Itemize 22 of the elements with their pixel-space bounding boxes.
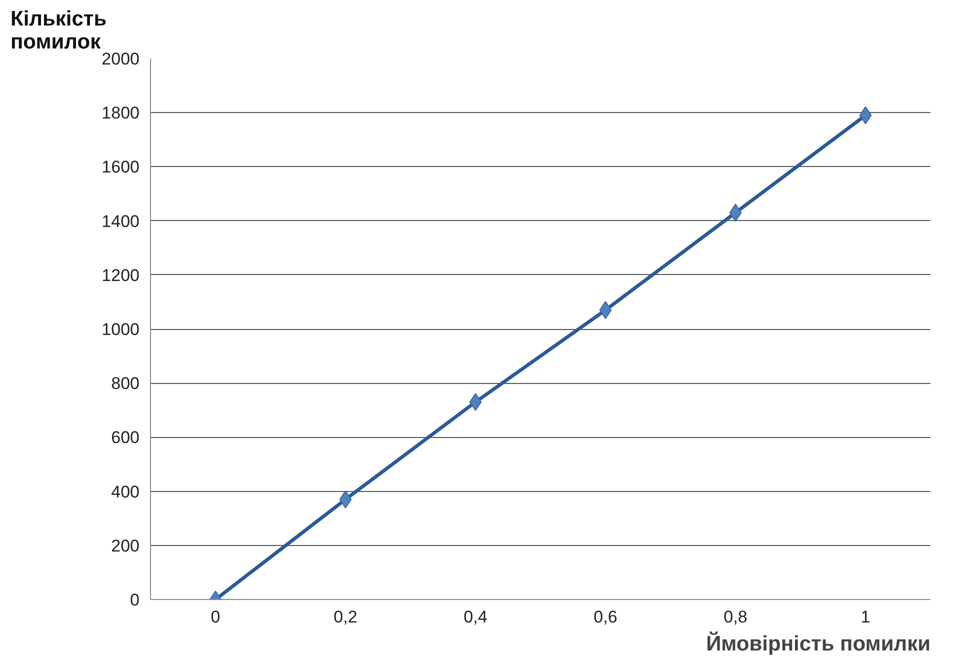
y-tick-label: 1200 xyxy=(102,266,140,285)
x-tick-label: 1 xyxy=(860,608,870,626)
point xyxy=(599,301,612,320)
x-tick-label: 0,8 xyxy=(724,608,748,626)
x-axis-title: Ймовірність помилки xyxy=(706,630,931,656)
y-tick-label: 400 xyxy=(111,482,140,502)
x-tick-label: 0 xyxy=(210,608,220,626)
y-tick-label: 200 xyxy=(111,536,140,556)
y-tick-label: 1800 xyxy=(102,104,140,123)
x-tick-label: 0,6 xyxy=(594,608,618,626)
y-tick-label: 0 xyxy=(130,590,140,610)
point xyxy=(469,393,482,412)
y-tick-label: 1000 xyxy=(102,320,140,339)
point xyxy=(859,106,872,124)
x-tick-label: 0,2 xyxy=(334,608,358,626)
point xyxy=(339,490,352,508)
y-tick-label: 1600 xyxy=(102,158,140,177)
point xyxy=(729,204,742,222)
y-tick-label: 1400 xyxy=(102,212,140,231)
y-tick-label: 600 xyxy=(111,428,140,448)
x-tick-label: 0,4 xyxy=(464,608,488,626)
y-tick-label: 800 xyxy=(111,374,140,394)
